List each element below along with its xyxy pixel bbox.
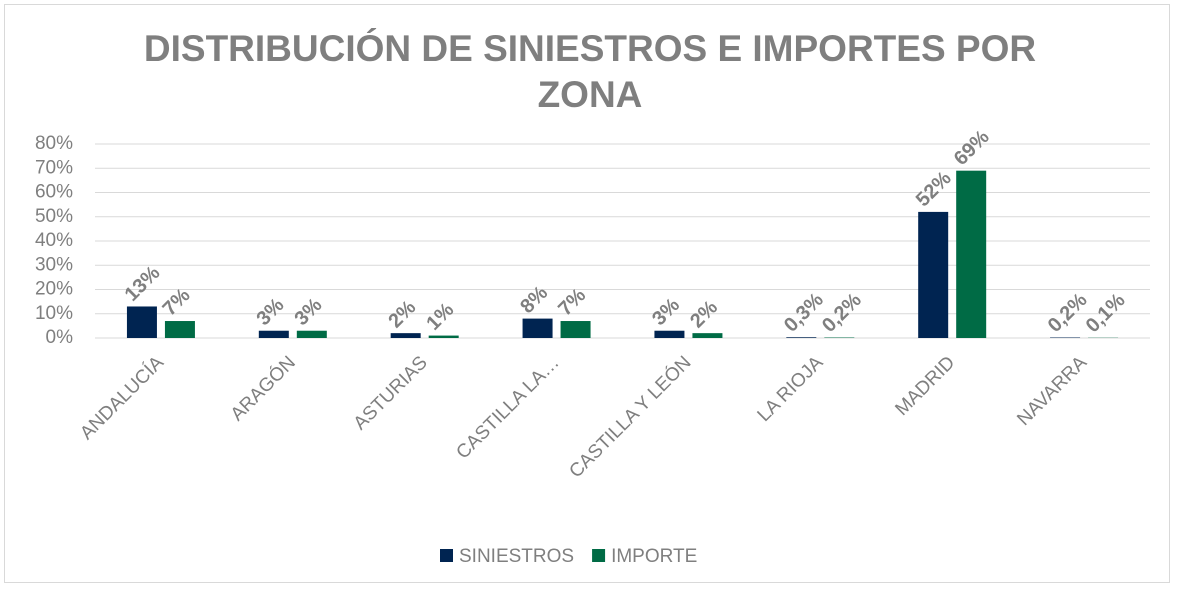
- y-tick-label: 30%: [35, 254, 73, 275]
- value-label: 69%: [950, 126, 994, 170]
- value-label: 8%: [516, 282, 552, 318]
- y-tick-label: 80%: [35, 133, 73, 154]
- bar: [522, 318, 553, 338]
- x-tick-label: CASTILLA LA…: [452, 352, 563, 463]
- legend-swatch: [440, 549, 453, 562]
- value-label: 0,3%: [780, 289, 828, 337]
- chart-title: DISTRIBUCIÓN DE SINIESTROS E IMPORTES PO…: [143, 28, 1037, 115]
- legend-swatch: [592, 549, 606, 562]
- bar: [296, 330, 327, 338]
- legend-label: SINIESTROS: [459, 546, 574, 567]
- bar: [428, 335, 459, 338]
- y-tick-label: 50%: [35, 206, 73, 227]
- bar: [786, 337, 817, 338]
- value-label: 52%: [912, 167, 956, 211]
- value-label: 0,2%: [818, 289, 866, 337]
- y-tick-label: 40%: [35, 230, 73, 251]
- x-tick-label: CASTILLA Y LEÓN: [565, 352, 696, 483]
- bar: [126, 306, 157, 338]
- legend-label: IMPORTE: [611, 546, 697, 567]
- x-tick-label: MADRID: [891, 352, 959, 420]
- value-label: 0,2%: [1044, 289, 1092, 337]
- y-tick-label: 70%: [35, 157, 73, 178]
- value-label: 1%: [422, 299, 458, 335]
- bar: [560, 321, 591, 338]
- value-label: 2%: [384, 296, 420, 332]
- bar: [390, 333, 421, 338]
- value-label: 3%: [291, 294, 327, 330]
- bar: [164, 321, 195, 338]
- x-tick-label: ANDALUCÍA: [76, 352, 168, 444]
- chart-frame: [4, 4, 1170, 583]
- bar: [258, 330, 289, 338]
- value-label: 3%: [648, 294, 684, 330]
- bar: [654, 330, 685, 338]
- x-tick-label: ARAGÓN: [226, 352, 300, 426]
- value-label: 0,1%: [1082, 289, 1130, 337]
- y-tick-label: 0%: [46, 327, 74, 348]
- y-tick-label: 10%: [35, 303, 73, 324]
- x-tick-label: LA RIOJA: [754, 352, 828, 426]
- bar: [692, 333, 723, 338]
- x-tick-label: ASTURIAS: [350, 352, 432, 434]
- bar: [918, 211, 949, 338]
- bar: [956, 170, 987, 338]
- value-label: 13%: [121, 262, 165, 306]
- x-tick-label: NAVARRA: [1013, 352, 1091, 430]
- value-label: 3%: [253, 294, 289, 330]
- value-label: 2%: [686, 296, 722, 332]
- y-tick-label: 60%: [35, 182, 73, 203]
- y-tick-label: 20%: [35, 279, 73, 300]
